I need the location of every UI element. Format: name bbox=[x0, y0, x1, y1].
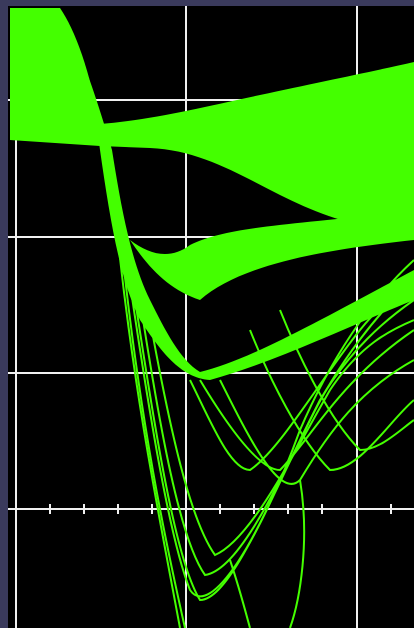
page bbox=[0, 0, 414, 628]
scope-screen bbox=[0, 0, 414, 628]
